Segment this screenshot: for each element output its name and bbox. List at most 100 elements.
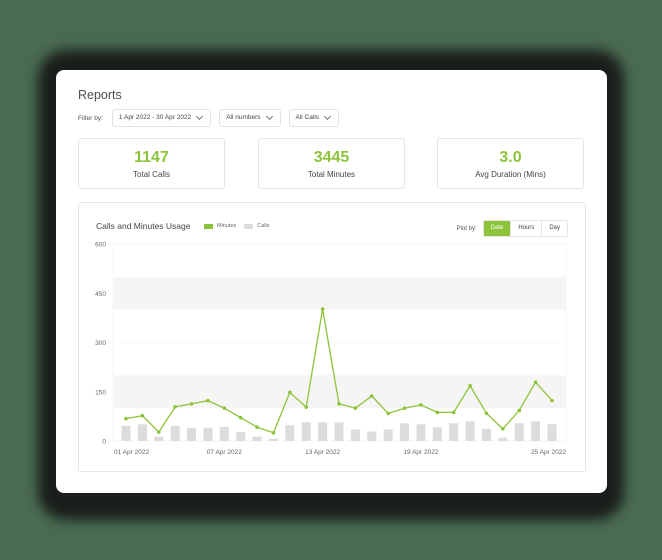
minutes-point — [451, 410, 456, 415]
chevron-down-icon — [323, 112, 332, 121]
calls-bar — [187, 427, 197, 441]
calls-bar — [465, 421, 475, 441]
y-tick-label: 0 — [102, 439, 106, 446]
minutes-point — [386, 411, 390, 416]
stat-card-avg-duration: 3.0 Avg Duration (Mins) — [437, 138, 584, 189]
minutes-point — [484, 411, 489, 416]
calls-bar — [268, 438, 278, 441]
calls-bar — [432, 427, 442, 441]
x-tick-label: 07 Apr 2022 — [207, 449, 242, 456]
calls-bar — [318, 422, 328, 441]
minutes-swatch-icon — [204, 223, 213, 229]
calls-bar — [252, 436, 262, 441]
filter-label: Filter by: — [78, 114, 103, 122]
stat-label: Total Minutes — [307, 170, 356, 179]
calls-bar — [137, 424, 147, 441]
minutes-point — [173, 405, 177, 409]
minutes-point — [353, 406, 358, 410]
calls-bar — [350, 429, 360, 441]
calls-bar — [154, 436, 164, 441]
minutes-point — [550, 398, 554, 403]
usage-chart: 0 150 300 450 600 01 Apr 2022 07 Apr 2022 13 Ap… — [95, 242, 566, 457]
page-title: Reports — [78, 88, 122, 102]
minutes-point — [238, 415, 243, 420]
calls-value: All Calls — [295, 114, 320, 121]
calls-bar — [367, 431, 377, 441]
y-tick-label: 150 — [95, 389, 106, 396]
plot-by-control: Plot by: Date Hours Day — [457, 220, 568, 237]
minutes-point — [255, 425, 259, 430]
plot-by-hours-button[interactable]: Hours — [510, 221, 541, 236]
minutes-point — [156, 430, 161, 434]
chart-title: Calls and Minutes Usage — [96, 221, 191, 231]
minutes-point — [533, 380, 538, 385]
y-tick-label: 450 — [95, 291, 106, 298]
minutes-point — [435, 410, 440, 415]
legend-calls-label: Calls — [257, 223, 270, 229]
minutes-point — [124, 416, 128, 421]
stat-value: 1147 — [134, 149, 169, 166]
chevron-down-icon — [196, 112, 204, 121]
y-tick-label: 300 — [95, 340, 106, 347]
calls-bar — [121, 425, 131, 441]
minutes-point — [419, 403, 423, 407]
minutes-point — [337, 402, 341, 406]
calls-bar — [531, 421, 541, 441]
calls-bar — [219, 426, 229, 441]
stat-value: 3.0 — [499, 149, 522, 166]
calls-swatch-icon — [244, 223, 254, 229]
minutes-point — [369, 394, 374, 398]
chart-legend: Minutes Calls — [204, 223, 278, 229]
plot-by-segmented: Date Hours Day — [482, 220, 568, 237]
calls-dropdown[interactable]: All Calls — [288, 109, 340, 127]
calls-bar — [170, 425, 180, 441]
x-tick-label: 13 Apr 2022 — [305, 449, 340, 456]
y-tick-label: 600 — [95, 242, 106, 249]
minutes-point — [501, 427, 505, 431]
calls-bar — [400, 423, 410, 441]
minutes-point — [517, 408, 522, 413]
calls-bar — [498, 437, 508, 441]
minutes-point — [402, 406, 407, 410]
plot-by-label: Plot by: — [456, 225, 477, 232]
minutes-point — [468, 384, 472, 388]
stats-cards: 1147 Total Calls 3445 Total Minutes 3.0 … — [78, 138, 586, 189]
calls-bar — [449, 423, 459, 441]
calls-bar — [203, 427, 213, 441]
calls-bar — [301, 422, 311, 441]
legend-calls: Calls — [244, 223, 270, 229]
date-range-value: 1 Apr 2022 - 30 Apr 2022 — [118, 114, 192, 121]
stat-card-total-minutes: 3445 Total Minutes — [258, 138, 405, 189]
legend-minutes-label: Minutes — [217, 223, 237, 229]
usage-chart-card: 0 150 300 450 600 01 Apr 2022 07 Apr 2022 13 Ap… — [78, 202, 586, 472]
chevron-down-icon — [265, 112, 273, 121]
reports-panel: Reports Filter by: 1 Apr 2022 - 30 Apr 2… — [56, 70, 607, 493]
numbers-dropdown[interactable]: All numbers — [219, 109, 281, 127]
minutes-point — [140, 413, 145, 418]
calls-bar — [285, 425, 295, 441]
legend-minutes: Minutes — [204, 223, 236, 229]
minutes-point — [271, 430, 276, 435]
filter-bar: Filter by: 1 Apr 2022 - 30 Apr 2022 All … — [78, 109, 347, 127]
stat-card-total-calls: 1147 Total Calls — [78, 138, 225, 189]
calls-bar — [383, 429, 393, 441]
stat-value: 3445 — [313, 149, 350, 166]
calls-bar — [236, 432, 246, 441]
minutes-point — [304, 405, 309, 409]
x-tick-label: 01 Apr 2022 — [114, 449, 149, 456]
calls-bar — [547, 424, 557, 441]
calls-bar — [514, 423, 524, 441]
minutes-point — [320, 307, 325, 311]
calls-bar — [334, 422, 344, 441]
stat-label: Avg Duration (Mins) — [475, 170, 546, 179]
x-tick-label: 19 Apr 2022 — [403, 449, 438, 456]
minutes-point — [288, 390, 292, 395]
numbers-value: All numbers — [226, 114, 261, 121]
plot-by-date-button[interactable]: Date — [483, 221, 511, 236]
x-tick-label: 25 Apr 2022 — [531, 449, 566, 456]
calls-bar — [481, 428, 491, 441]
minutes-point — [206, 398, 210, 403]
stat-label: Total Calls — [133, 170, 170, 179]
plot-by-day-button[interactable]: Day — [541, 221, 567, 236]
date-range-dropdown[interactable]: 1 Apr 2022 - 30 Apr 2022 — [111, 109, 212, 127]
